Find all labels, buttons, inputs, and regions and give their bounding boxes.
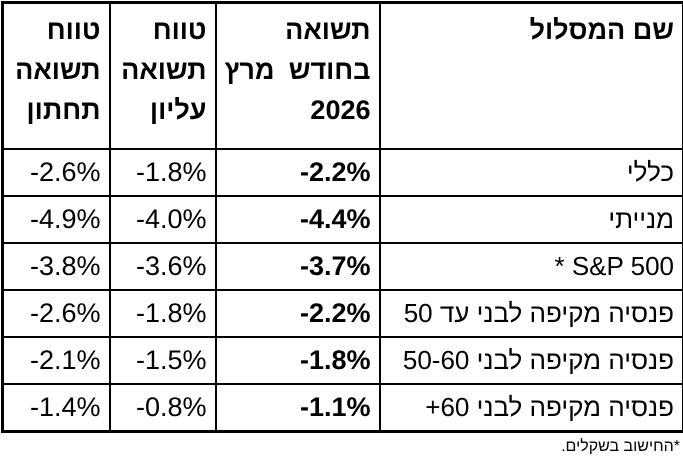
- upper-header-line3: עליון: [119, 90, 207, 130]
- march-return-cell: -1.1%: [216, 384, 380, 431]
- lower-header-line2: תשואה: [12, 50, 101, 90]
- returns-table: שם המסלול תשואה בחודש מרץ 2026 טווח תשוא…: [1, 1, 683, 433]
- header-row: שם המסלול תשואה בחודש מרץ 2026 טווח תשוא…: [3, 3, 683, 150]
- track-name-cell: S&P 500 *: [380, 243, 683, 290]
- march-header-year: 2026: [225, 90, 371, 130]
- table-row-pension-50-60: פנסיה מקיפה לבני 50-60 -1.8% -1.5% -2.1%: [3, 337, 683, 384]
- march-header-line1: תשואה: [225, 10, 371, 50]
- track-name-cell: כללי: [380, 149, 683, 196]
- march-return-cell: -1.8%: [216, 337, 380, 384]
- march-header-word-march: מרץ: [225, 50, 275, 90]
- lower-header-line1: טווח: [12, 10, 101, 50]
- track-name-cell: פנסיה מקיפה לבני 60+: [380, 384, 683, 431]
- upper-header-line1: טווח: [119, 10, 207, 50]
- march-return-cell: -2.2%: [216, 149, 380, 196]
- upper-range-cell: -0.8%: [110, 384, 216, 431]
- lower-range-cell: -3.8%: [3, 243, 110, 290]
- upper-range-header: טווח תשואה עליון: [110, 3, 216, 150]
- track-name-cell: פנסיה מקיפה לבני עד 50: [380, 290, 683, 337]
- table-row-pension-under-50: פנסיה מקיפה לבני עד 50 -2.2% -1.8% -2.6%: [3, 290, 683, 337]
- march-return-cell: -2.2%: [216, 290, 380, 337]
- lower-range-header: טווח תשואה תחתון: [3, 3, 110, 150]
- track-name-header: שם המסלול: [380, 3, 683, 150]
- lower-range-cell: -2.6%: [3, 149, 110, 196]
- upper-range-cell: -1.8%: [110, 149, 216, 196]
- march-header-line2: בחודש מרץ: [225, 50, 371, 90]
- track-name-cell: פנסיה מקיפה לבני 50-60: [380, 337, 683, 384]
- lower-range-cell: -1.4%: [3, 384, 110, 431]
- march-return-cell: -4.4%: [216, 196, 380, 243]
- march-return-cell: -3.7%: [216, 243, 380, 290]
- lower-range-cell: -2.1%: [3, 337, 110, 384]
- table-row-equity: מנייתי -4.4% -4.0% -4.9%: [3, 196, 683, 243]
- lower-range-cell: -4.9%: [3, 196, 110, 243]
- upper-range-cell: -1.5%: [110, 337, 216, 384]
- upper-header-line2: תשואה: [119, 50, 207, 90]
- footnote: *החישוב בשקלים.: [1, 433, 682, 456]
- table-row-general: כללי -2.2% -1.8% -2.6%: [3, 149, 683, 196]
- lower-header-line3: תחתון: [12, 90, 101, 130]
- upper-range-cell: -3.6%: [110, 243, 216, 290]
- upper-range-cell: -1.8%: [110, 290, 216, 337]
- track-name-header-label: שם המסלול: [389, 10, 675, 50]
- table-row-sp500: S&P 500 * -3.7% -3.6% -3.8%: [3, 243, 683, 290]
- lower-range-cell: -2.6%: [3, 290, 110, 337]
- upper-range-cell: -4.0%: [110, 196, 216, 243]
- march-header-word-month: בחודש: [289, 50, 371, 90]
- table-row-pension-60-plus: פנסיה מקיפה לבני 60+ -1.1% -0.8% -1.4%: [3, 384, 683, 431]
- march-return-header: תשואה בחודש מרץ 2026: [216, 3, 380, 150]
- track-name-cell: מנייתי: [380, 196, 683, 243]
